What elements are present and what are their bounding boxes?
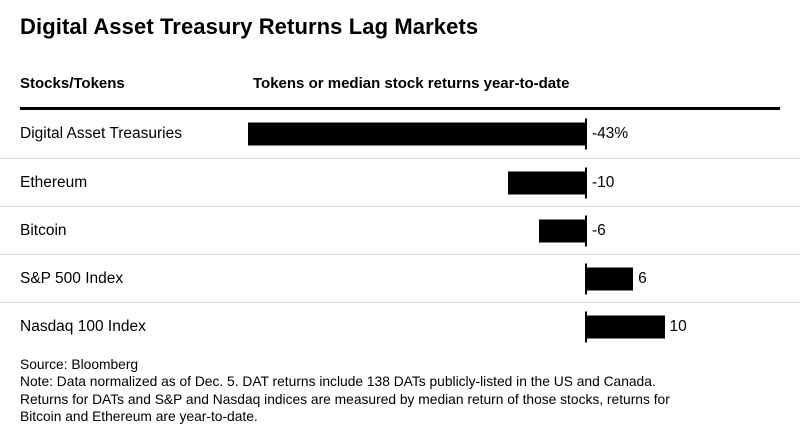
category-label: Nasdaq 100 Index bbox=[20, 317, 146, 335]
zero-axis-tick bbox=[585, 311, 587, 342]
footer-notes: Source: Bloomberg Note: Data normalized … bbox=[20, 356, 670, 426]
note-line-1: Note: Data normalized as of Dec. 5. DAT … bbox=[20, 374, 656, 390]
bar-row: Bitcoin -6 bbox=[0, 206, 800, 254]
source-line: Source: Bloomberg bbox=[20, 357, 139, 372]
category-label: Bitcoin bbox=[20, 221, 67, 239]
chart-title: Digital Asset Treasury Returns Lag Marke… bbox=[20, 14, 479, 39]
note-line-3: Bitcoin and Ethereum are year-to-date. bbox=[20, 409, 258, 425]
zero-axis-tick bbox=[585, 167, 587, 198]
bar bbox=[507, 171, 586, 194]
value-label: 6 bbox=[638, 269, 647, 287]
category-label: S&P 500 Index bbox=[20, 269, 124, 287]
zero-axis-tick bbox=[585, 263, 587, 294]
note-line-2: Returns for DATs and S&P and Nasdaq indi… bbox=[20, 391, 670, 407]
bar bbox=[586, 315, 665, 338]
zero-axis-tick bbox=[585, 118, 587, 150]
header-rule bbox=[20, 107, 780, 110]
bar-row: Nasdaq 100 Index 10 bbox=[0, 302, 800, 350]
value-label: -43% bbox=[592, 125, 629, 142]
bar-row: S&P 500 Index 6 bbox=[0, 254, 800, 302]
category-label: Digital Asset Treasuries bbox=[20, 125, 182, 142]
value-label: -10 bbox=[592, 173, 615, 191]
bar bbox=[538, 219, 586, 242]
bar bbox=[248, 122, 586, 146]
value-label: -6 bbox=[592, 221, 606, 239]
column-header-returns: Tokens or median stock returns year-to-d… bbox=[253, 75, 570, 92]
category-label: Ethereum bbox=[20, 173, 88, 191]
column-header-stocks-tokens: Stocks/Tokens bbox=[20, 75, 125, 92]
value-label: 10 bbox=[669, 317, 687, 335]
zero-axis-tick bbox=[585, 215, 587, 246]
bar-chart: Digital Asset Treasuries -43% Ethereum -… bbox=[0, 110, 800, 350]
bar-row: Digital Asset Treasuries -43% bbox=[0, 110, 800, 158]
bar bbox=[586, 267, 634, 290]
bar-row: Ethereum -10 bbox=[0, 158, 800, 206]
